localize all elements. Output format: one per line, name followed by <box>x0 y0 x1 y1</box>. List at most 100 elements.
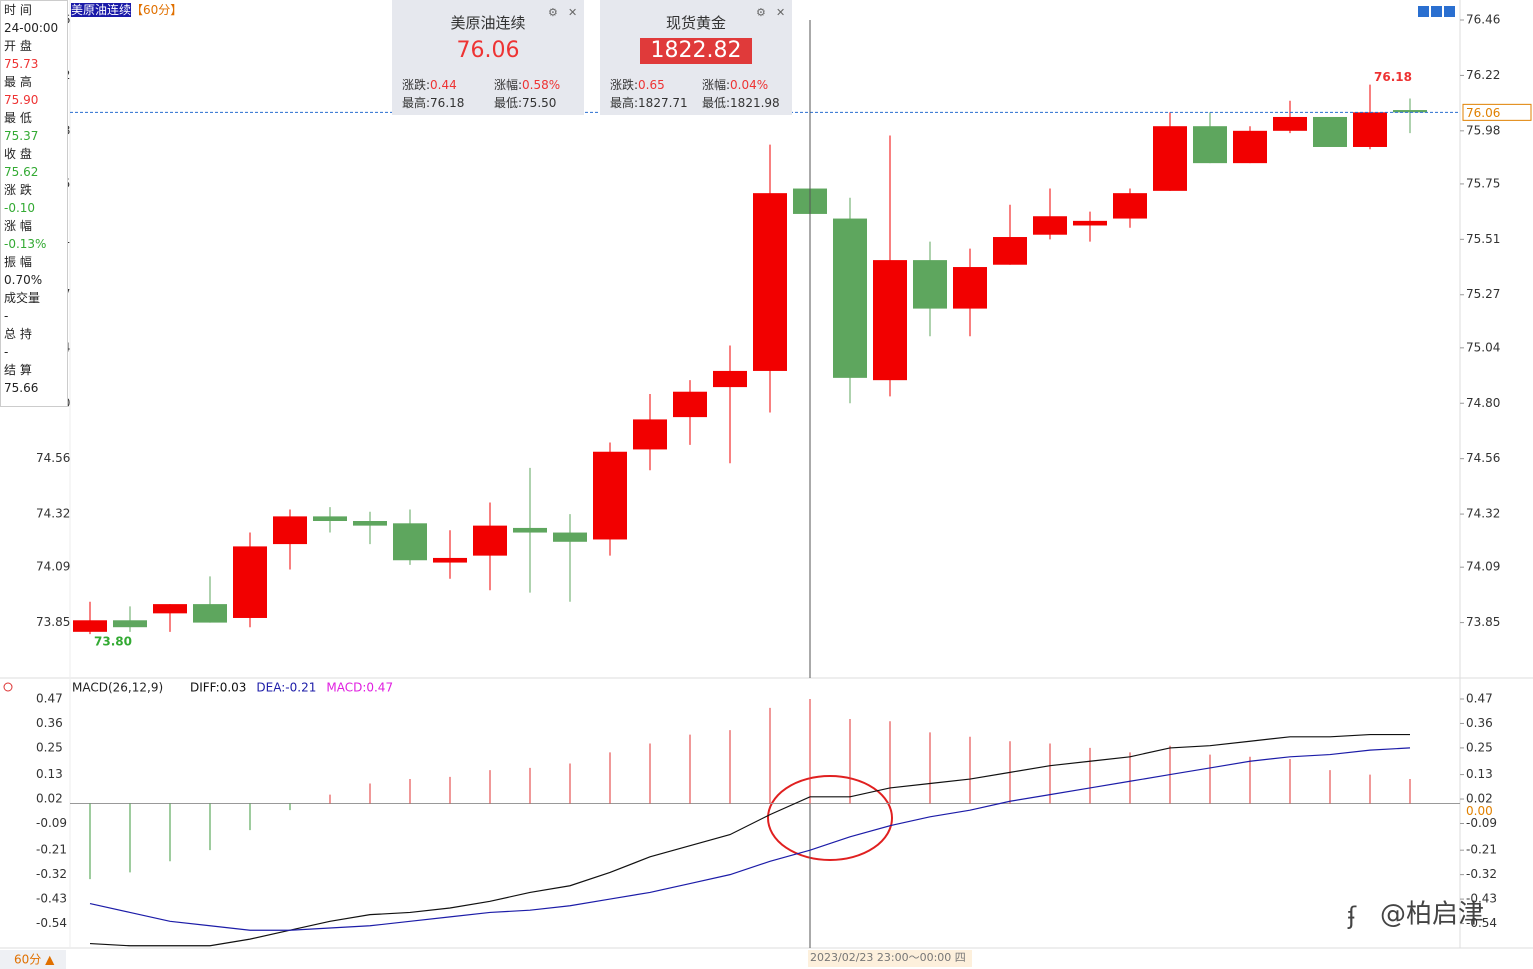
info-value: - <box>4 309 9 323</box>
info-label: 成交量 <box>4 291 41 305</box>
info-value: 75.62 <box>4 165 39 179</box>
candle-body <box>1393 110 1427 113</box>
y-tick-label-left: 0.02 <box>36 792 63 806</box>
quote-field: 涨幅:0.04% <box>702 76 768 93</box>
y-tick-label-left: -0.54 <box>36 916 67 930</box>
candle-body <box>673 391 707 418</box>
settings-icon: ⚙ <box>756 6 766 19</box>
quote-field: 最低:1821.98 <box>702 94 780 111</box>
settings-icon: ⚙ <box>548 6 558 19</box>
candle-body <box>473 525 507 556</box>
info-value: 0.70% <box>4 273 43 287</box>
info-label: 开 盘 <box>4 39 32 53</box>
field-label: 最低: <box>702 96 731 110</box>
quote-field: 最高:76.18 <box>402 94 464 111</box>
y-tick-label-left: 74.56 <box>36 451 70 465</box>
window-controls[interactable] <box>1418 2 1460 17</box>
watermark: @柏启津 <box>1380 900 1484 930</box>
field-label: 涨跌: <box>402 78 431 92</box>
y-tick-label: 0.13 <box>1466 767 1493 781</box>
crosshair-date-box <box>808 950 972 967</box>
y-tick-label: 74.32 <box>1466 507 1500 521</box>
candle-body <box>1113 193 1147 219</box>
candle-body <box>353 521 387 526</box>
candle-body <box>513 527 547 533</box>
y-tick-label-left: 0.13 <box>36 767 63 781</box>
y-tick-label: 75.04 <box>1466 340 1500 354</box>
quote-field: 最低:75.50 <box>494 94 556 111</box>
candle-body <box>553 532 587 542</box>
macd-settings-icon[interactable] <box>3 682 13 692</box>
info-label: 收 盘 <box>4 147 32 161</box>
field-value: 1821.98 <box>730 96 780 110</box>
y-tick-label: 75.51 <box>1466 232 1500 246</box>
y-tick-label-left: -0.09 <box>36 816 67 830</box>
field-label: 最低: <box>494 96 523 110</box>
candle-body <box>633 419 667 450</box>
quote-field: 涨跌:0.44 <box>402 76 457 93</box>
y-tick-label: 76.22 <box>1466 68 1500 82</box>
y-tick-label: 0.36 <box>1466 716 1493 730</box>
quote-card: 美原油连续 76.06 涨跌:0.44 涨幅:0.58% 最高:76.18 最低:75.5… <box>392 0 584 115</box>
info-label: 时 间 <box>4 3 32 17</box>
period-button[interactable] <box>0 950 66 969</box>
zero-label: 0.00 <box>1466 804 1493 818</box>
quote-name: 美原油连续 <box>450 14 526 32</box>
highlight-circle <box>767 775 893 861</box>
candle-body <box>593 451 627 540</box>
y-tick-label: 0.02 <box>1466 792 1493 806</box>
legend-entry: DEA:-0.21 <box>256 681 316 695</box>
info-value: 24-00:00 <box>4 21 59 35</box>
info-label: 振 幅 <box>4 255 32 269</box>
candle-body <box>1153 126 1187 191</box>
candle-body <box>1033 216 1067 235</box>
period-label[interactable]: 60分 ▲ <box>14 953 55 967</box>
close-button[interactable]: ✕ <box>568 6 578 19</box>
quote-field: 最高:1827.71 <box>610 94 688 111</box>
candle-body <box>1353 112 1387 147</box>
field-value: 75.50 <box>522 96 557 110</box>
info-value: -0.10 <box>4 201 36 215</box>
low-marker: 73.80 <box>94 635 132 649</box>
candle-body <box>1233 130 1267 164</box>
watermark-icon: ʄ <box>1347 902 1357 930</box>
candle-body <box>953 267 987 309</box>
field-label: 最高: <box>402 96 431 110</box>
field-value: 1827.71 <box>638 96 688 110</box>
candle-body <box>273 516 307 545</box>
candle-body <box>193 604 227 623</box>
close-button[interactable]: ✕ <box>776 6 786 19</box>
macd-title: MACD(26,12,9) <box>72 681 163 695</box>
y-tick-label: 75.27 <box>1466 287 1500 301</box>
info-label: 涨 跌 <box>4 183 32 197</box>
candle-body <box>73 620 107 632</box>
y-tick-label-left: -0.32 <box>36 867 67 881</box>
y-tick-label: 74.80 <box>1466 396 1500 410</box>
info-value: - <box>4 345 9 359</box>
last-price-box <box>1462 103 1532 121</box>
y-tick-label: -0.21 <box>1466 843 1497 857</box>
y-tick-label: 75.98 <box>1466 123 1500 137</box>
y-tick-label: -0.54 <box>1466 916 1497 930</box>
candle-body <box>433 557 467 563</box>
info-label: 总 持 <box>4 327 32 341</box>
quote-field: 涨幅:0.58% <box>494 76 560 93</box>
y-tick-label: 0.25 <box>1466 740 1493 754</box>
y-tick-label-left: -0.21 <box>36 843 67 857</box>
y-tick-label: 74.09 <box>1466 560 1500 574</box>
y-tick-label-left: 0.47 <box>36 692 63 706</box>
info-label: 涨 幅 <box>4 219 32 233</box>
candle-body <box>113 620 147 628</box>
field-value: 0.58% <box>522 78 561 92</box>
info-label: 结 算 <box>4 363 32 377</box>
field-label: 涨幅: <box>702 78 731 92</box>
quote-field: 涨跌:0.65 <box>610 76 665 93</box>
candle-body <box>233 546 267 618</box>
symbol: 美原油连续 <box>71 3 132 17</box>
y-tick-label: 76.46 <box>1466 13 1500 27</box>
candle-body <box>833 218 867 378</box>
crosshair-date: 2023/02/23 23:00～00:00 四 <box>810 951 966 964</box>
y-tick-label-left: 74.09 <box>36 560 70 574</box>
